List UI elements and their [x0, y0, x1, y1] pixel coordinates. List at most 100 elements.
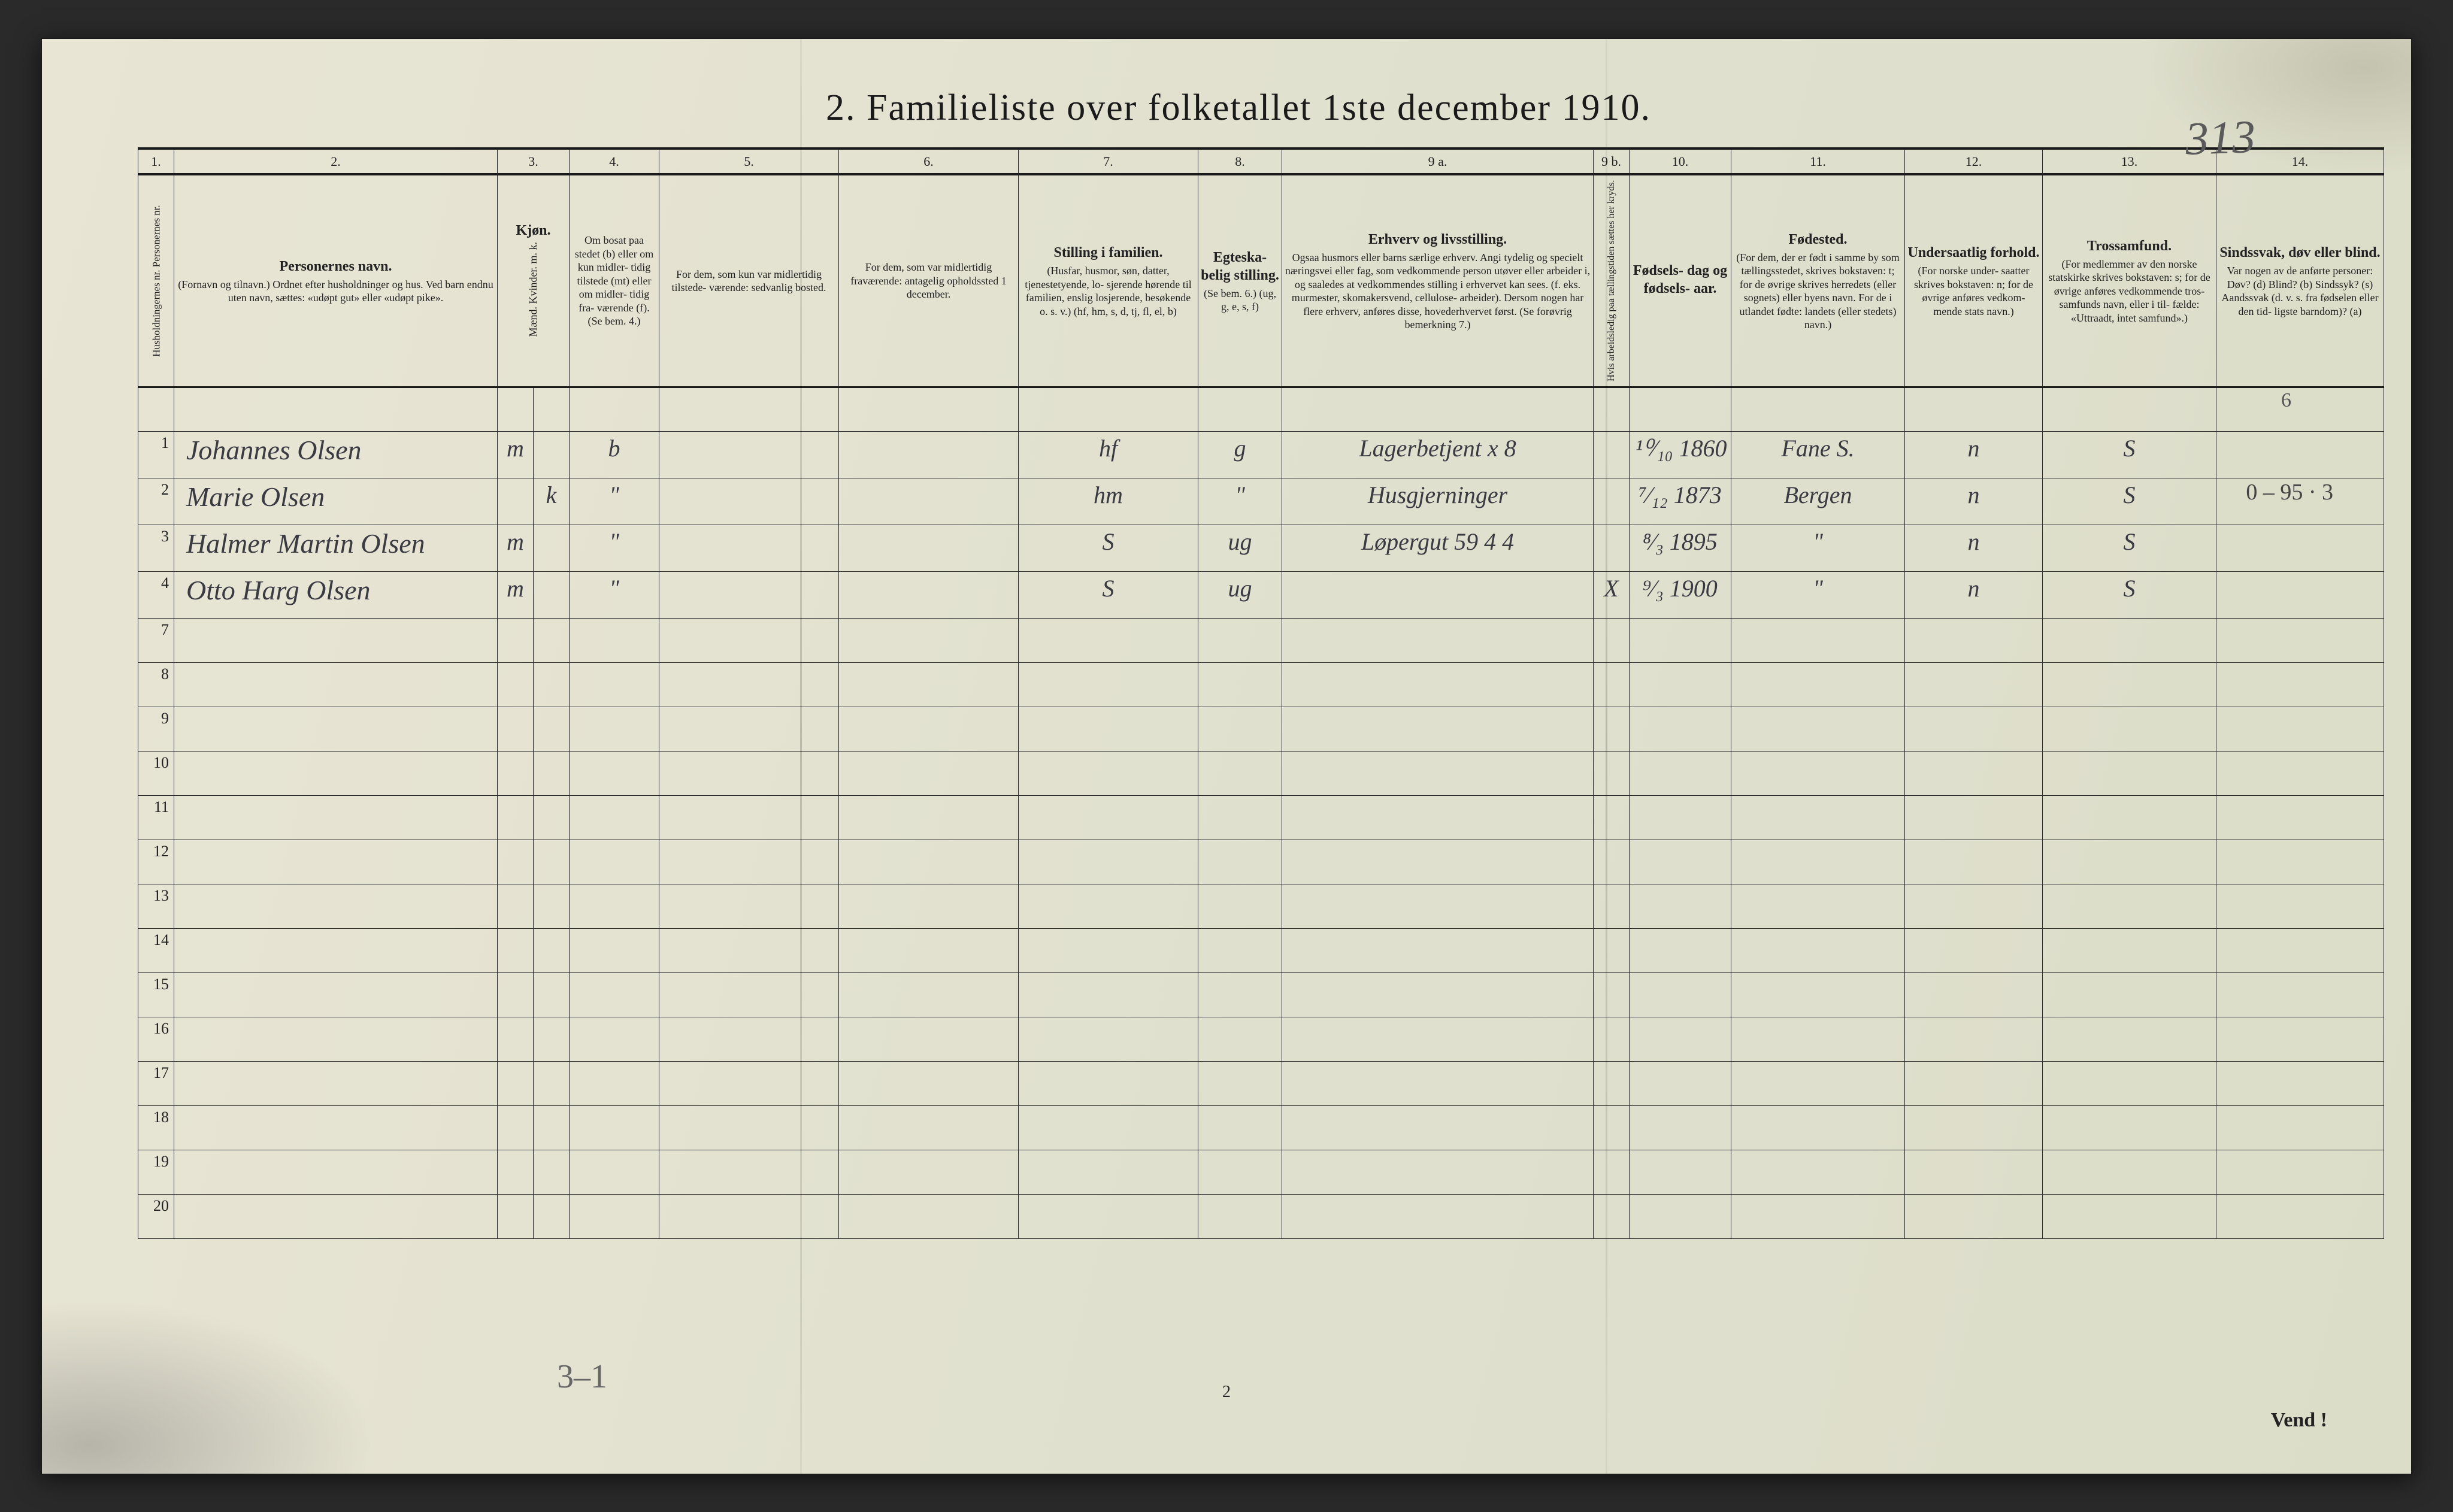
residency-status: ": [570, 572, 659, 619]
disability: [2216, 525, 2384, 572]
disability: [2216, 572, 2384, 619]
colnum-10: 10.: [1630, 149, 1731, 175]
table-row: 3Halmer Martin Olsenm"SugLøpergut 59 4 4…: [138, 525, 2384, 572]
table-body: 1Johannes OlsenmbhfgLagerbetjent x 8¹⁰⁄₁…: [138, 387, 2384, 1239]
row-number: 13: [138, 884, 174, 929]
pencil-annotation-top-right: 313: [2184, 109, 2256, 165]
column-number-row: 1. 2. 3. 4. 5. 6. 7. 8. 9 a. 9 b. 10. 11…: [138, 149, 2384, 175]
family-position: S: [1019, 572, 1198, 619]
pencil-annotation-bottom: 3–1: [557, 1358, 607, 1396]
occupation: Husgjerninger: [1282, 478, 1594, 525]
sex-female: k: [534, 478, 570, 525]
marital-status: g: [1198, 432, 1282, 478]
colnum-12: 12.: [1905, 149, 2043, 175]
table-row-empty: 18: [138, 1106, 2384, 1150]
table-row-empty: 15: [138, 973, 2384, 1017]
table-row-empty: 17: [138, 1062, 2384, 1106]
header-9a: Erhverv og livsstilling. Ogsaa husmors e…: [1282, 174, 1594, 387]
unemployed-mark: [1594, 525, 1630, 572]
religion: S: [2043, 478, 2216, 525]
header-12-main: Undersaatlig forhold.: [1907, 244, 2040, 262]
row-number: 10: [138, 752, 174, 796]
row-number: 17: [138, 1062, 174, 1106]
row-number: 16: [138, 1017, 174, 1062]
row-number: 7: [138, 619, 174, 663]
header-1: Husholdningernes nr. Personernes nr.: [138, 174, 174, 387]
table-row-empty: 8: [138, 663, 2384, 707]
table-row-empty: 20: [138, 1195, 2384, 1239]
table-header: 1. 2. 3. 4. 5. 6. 7. 8. 9 a. 9 b. 10. 11…: [138, 149, 2384, 387]
sex-male: [498, 478, 534, 525]
nationality: n: [1905, 478, 2043, 525]
table-row-empty: 12: [138, 840, 2384, 884]
unemployed-mark: [1594, 478, 1630, 525]
header-1-sub: Husholdningernes nr. Personernes nr.: [150, 205, 162, 357]
row-number: 12: [138, 840, 174, 884]
header-7: Stilling i familien. (Husfar, husmor, sø…: [1019, 174, 1198, 387]
birthplace: ": [1731, 572, 1905, 619]
sex-male: m: [498, 525, 534, 572]
colnum-3: 3.: [498, 149, 570, 175]
family-position: S: [1019, 525, 1198, 572]
unemployed-mark: X: [1594, 572, 1630, 619]
header-9b-sub: Hvis arbeidsledig paa tællingstiden sætt…: [1606, 180, 1616, 381]
header-14: Sindssvak, døv eller blind. Var nogen av…: [2216, 174, 2384, 387]
table-row-empty: 14: [138, 929, 2384, 973]
header-2: Personernes navn. (Fornavn og tilnavn.) …: [174, 174, 498, 387]
usual-residence: [659, 432, 839, 478]
temporary-location: [839, 572, 1019, 619]
religion: S: [2043, 432, 2216, 478]
colnum-9a: 9 a.: [1282, 149, 1594, 175]
census-form-page: 313 2. Familieliste over folketallet 1st…: [41, 38, 2412, 1475]
header-13: Trossamfund. (For medlemmer av den norsk…: [2043, 174, 2216, 387]
religion: S: [2043, 572, 2216, 619]
residency-status: ": [570, 478, 659, 525]
birthplace: Fane S.: [1731, 432, 1905, 478]
row-number: 20: [138, 1195, 174, 1239]
usual-residence: [659, 478, 839, 525]
row-number: 2: [138, 478, 174, 525]
birth-date: ¹⁰⁄₁₀ 1860: [1630, 432, 1731, 478]
header-13-main: Trossamfund.: [2045, 237, 2213, 255]
sex-female: [534, 432, 570, 478]
colnum-9b: 9 b.: [1594, 149, 1630, 175]
religion: S: [2043, 525, 2216, 572]
header-3: Kjøn. Mænd. Kvinder. m. k.: [498, 174, 570, 387]
header-8-main: Egteska- belig stilling.: [1201, 249, 1279, 284]
table-row-empty: 16: [138, 1017, 2384, 1062]
birth-date: ⁸⁄₃ 1895: [1630, 525, 1731, 572]
sex-female: [534, 572, 570, 619]
header-14-sub: Var nogen av de anførte personer: Døv? (…: [2219, 264, 2381, 318]
header-13-sub: (For medlemmer av den norske statskirke …: [2045, 257, 2213, 325]
header-11-sub: (For dem, der er født i samme by som tæl…: [1734, 251, 1902, 332]
turn-over-label: Vend !: [2271, 1409, 2327, 1432]
header-4-sub: Om bosat paa stedet (b) eller om kun mid…: [572, 234, 656, 328]
header-9a-sub: Ogsaa husmors eller barns særlige erhver…: [1285, 251, 1591, 332]
header-12: Undersaatlig forhold. (For norske under-…: [1905, 174, 2043, 387]
table-row-empty: 10: [138, 752, 2384, 796]
temporary-location: [839, 525, 1019, 572]
table-row-empty: 19: [138, 1150, 2384, 1195]
birthplace: ": [1731, 525, 1905, 572]
column-header-row: Husholdningernes nr. Personernes nr. Per…: [138, 174, 2384, 387]
marital-status: ug: [1198, 525, 1282, 572]
unemployed-mark: [1594, 432, 1630, 478]
census-table: 1. 2. 3. 4. 5. 6. 7. 8. 9 a. 9 b. 10. 11…: [138, 147, 2384, 1240]
occupation: Lagerbetjent x 8: [1282, 432, 1594, 478]
colnum-7: 7.: [1019, 149, 1198, 175]
occupation: [1282, 572, 1594, 619]
header-10-main: Fødsels- dag og fødsels- aar.: [1632, 262, 1728, 298]
person-name: Marie Olsen: [174, 478, 498, 525]
margin-annotation-row1: 0 – 95 · 3: [2246, 479, 2333, 505]
row-number: 18: [138, 1106, 174, 1150]
colnum-1: 1.: [138, 149, 174, 175]
colnum-6: 6.: [839, 149, 1019, 175]
nationality: n: [1905, 572, 2043, 619]
sex-male: m: [498, 432, 534, 478]
birth-date: ⁷⁄₁₂ 1873: [1630, 478, 1731, 525]
header-8: Egteska- belig stilling. (Se bem. 6.) (u…: [1198, 174, 1282, 387]
table-row: 2Marie Olsenk"hm"Husgjerninger⁷⁄₁₂ 1873B…: [138, 478, 2384, 525]
table-row-empty: 9: [138, 707, 2384, 752]
header-10: Fødsels- dag og fødsels- aar.: [1630, 174, 1731, 387]
header-5: For dem, som kun var midlertidig tilsted…: [659, 174, 839, 387]
